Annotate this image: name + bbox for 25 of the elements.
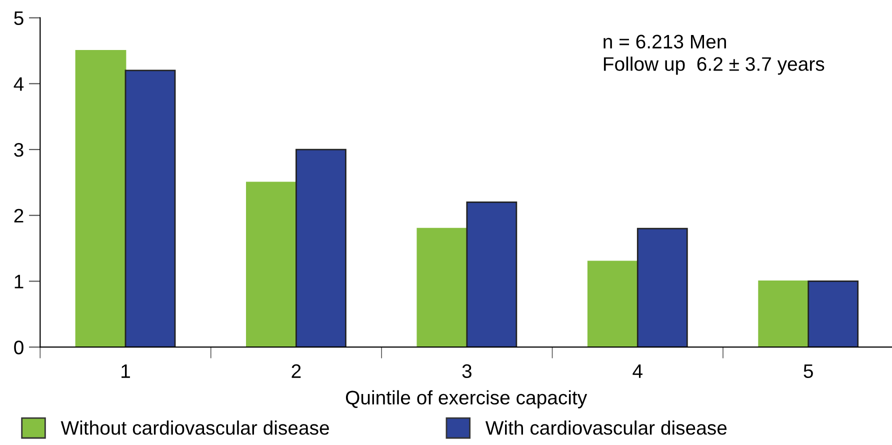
- x-tick-label: 3: [462, 364, 472, 378]
- bar: [75, 50, 126, 348]
- bar: [124, 70, 176, 348]
- x-tick-label: 1: [122, 364, 130, 378]
- bar: [246, 182, 297, 348]
- x-axis-title: Quintile of exercise capacity: [346, 390, 588, 408]
- legend-label: With cardiovascular disease: [485, 420, 727, 435]
- y-tick-label: 1: [14, 274, 24, 288]
- annotation: n = 6.213 Men Follow up 6.2 ± 3.7 years: [604, 34, 824, 75]
- x-tick-label: 2: [292, 364, 301, 378]
- bar: [636, 228, 688, 348]
- y-tick-label: 2: [14, 208, 24, 222]
- bar: [296, 148, 346, 348]
- x-tick-label: 4: [632, 364, 642, 378]
- y-tick-label: 4: [14, 77, 24, 91]
- x-tick-label: 5: [804, 364, 813, 378]
- y-tick-label: 0: [14, 340, 24, 354]
- bar: [758, 280, 810, 348]
- y-tick-label: 5: [14, 11, 24, 26]
- bar: [808, 280, 859, 348]
- y-tick-label: 3: [14, 142, 24, 157]
- bar: [466, 202, 518, 348]
- bar: [416, 228, 468, 348]
- bar: [587, 260, 638, 348]
- legend-label: Without cardiovascular disease: [60, 420, 329, 435]
